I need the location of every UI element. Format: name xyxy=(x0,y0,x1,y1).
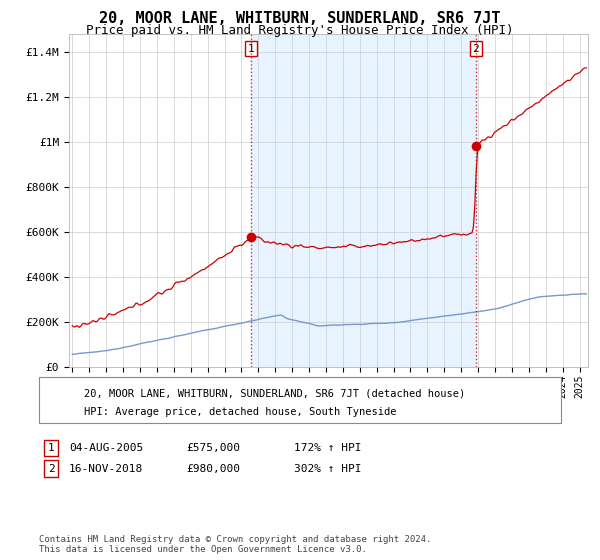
Text: 302% ↑ HPI: 302% ↑ HPI xyxy=(294,464,361,474)
Bar xyxy=(251,34,476,367)
Text: 16-NOV-2018: 16-NOV-2018 xyxy=(69,464,143,474)
Text: Contains HM Land Registry data © Crown copyright and database right 2024.
This d: Contains HM Land Registry data © Crown c… xyxy=(39,535,431,554)
Text: 172% ↑ HPI: 172% ↑ HPI xyxy=(294,443,361,453)
Text: £575,000: £575,000 xyxy=(186,443,240,453)
Text: 04-AUG-2005: 04-AUG-2005 xyxy=(69,443,143,453)
Text: 20, MOOR LANE, WHITBURN, SUNDERLAND, SR6 7JT (detached house): 20, MOOR LANE, WHITBURN, SUNDERLAND, SR6… xyxy=(84,389,465,399)
Text: 1: 1 xyxy=(47,443,55,453)
Text: Price paid vs. HM Land Registry's House Price Index (HPI): Price paid vs. HM Land Registry's House … xyxy=(86,24,514,37)
Text: HPI: Average price, detached house, South Tyneside: HPI: Average price, detached house, Sout… xyxy=(84,407,397,417)
Text: 2: 2 xyxy=(47,464,55,474)
Text: 2: 2 xyxy=(473,44,479,54)
Text: 20, MOOR LANE, WHITBURN, SUNDERLAND, SR6 7JT: 20, MOOR LANE, WHITBURN, SUNDERLAND, SR6… xyxy=(99,11,501,26)
Text: £980,000: £980,000 xyxy=(186,464,240,474)
Text: 1: 1 xyxy=(248,44,254,54)
